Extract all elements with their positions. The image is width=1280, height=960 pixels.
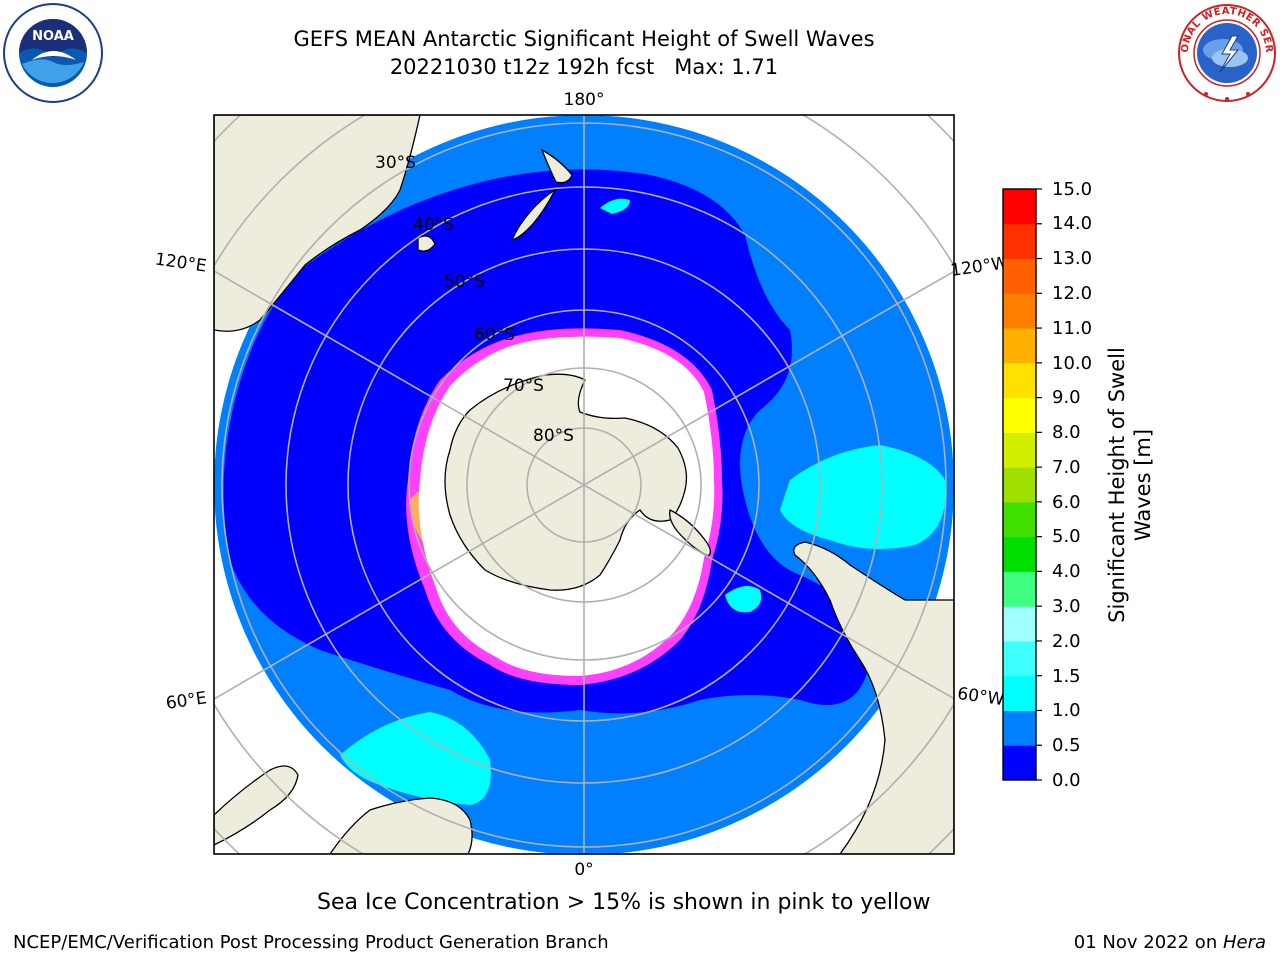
lon-label-0: 0° xyxy=(574,860,593,880)
land-south-america xyxy=(793,541,954,854)
colorbar-segment xyxy=(1003,571,1036,607)
colorbar-tick-11: 9.0 xyxy=(1052,387,1081,408)
lon-label-120e: 120°E xyxy=(154,250,208,277)
chart-subtitle: 20221030 t12z 192h fcst Max: 1.71 xyxy=(389,55,779,79)
lat-label-60s: 60°S xyxy=(474,325,515,345)
colorbar-tick-1: 0.5 xyxy=(1052,735,1081,756)
land-antarctica xyxy=(444,373,688,591)
footer-date: 01 Nov 2022 on Hera xyxy=(1074,932,1266,953)
colorbar-segment xyxy=(1003,536,1036,572)
footer-host: Hera xyxy=(1222,932,1266,953)
colorbar-segment xyxy=(1003,606,1036,642)
colorbar-tick-2: 1.0 xyxy=(1052,700,1081,721)
colorbar-tick-0: 0.0 xyxy=(1052,770,1081,791)
colorbar-segment xyxy=(1003,258,1036,294)
graticule xyxy=(221,115,947,854)
land-new-zealand-north xyxy=(540,148,573,184)
colorbar-tick-3: 1.5 xyxy=(1052,666,1081,687)
chart-title: GEFS MEAN Antarctic Significant Height o… xyxy=(293,27,875,51)
footer-date-text: 01 Nov 2022 on xyxy=(1073,932,1223,953)
colorbar-tick-16: 14.0 xyxy=(1052,213,1093,234)
colorbar-frame xyxy=(1002,188,1037,781)
colorbar-tick-15: 13.0 xyxy=(1052,248,1093,269)
colorbar-tick-14: 12.0 xyxy=(1052,283,1093,304)
colorbar-tick-6: 4.0 xyxy=(1052,561,1081,582)
land-tasmania xyxy=(417,235,436,252)
colorbar-segment xyxy=(1003,397,1036,433)
colorbar-tick-12: 10.0 xyxy=(1052,353,1093,374)
colorbar-tick-8: 6.0 xyxy=(1052,492,1081,513)
colorbar-segment xyxy=(1003,640,1036,677)
colorbar-segment xyxy=(1003,675,1036,711)
colorbar-tick-7: 5.0 xyxy=(1052,526,1081,547)
colorbar-segment xyxy=(1003,501,1036,538)
swell-cyan-patch-north xyxy=(600,198,630,214)
sea-ice-caption: Sea Ice Concentration > 15% is shown in … xyxy=(317,890,931,915)
graticule-outer xyxy=(214,115,954,854)
colorbar-tick-5: 3.0 xyxy=(1052,596,1081,617)
swell-cyan-patch-small xyxy=(725,586,762,613)
lon-label-60e: 60°E xyxy=(165,688,208,713)
colorbar-tick-17: 15.0 xyxy=(1052,179,1093,200)
meridian-60e xyxy=(263,484,585,671)
lat-label-30s: 30°S xyxy=(375,153,416,173)
meridian-60w xyxy=(583,484,905,671)
footer-credit: NCEP/EMC/Verification Post Processing Pr… xyxy=(13,932,609,953)
colorbar-segment xyxy=(1003,745,1036,781)
colorbar-title: Significant Height of Swell Waves [m] xyxy=(1105,347,1155,623)
lon-label-180: 180° xyxy=(564,90,605,110)
colorbar-segment xyxy=(1003,710,1036,746)
lat-label-50s: 50°S xyxy=(444,272,485,292)
nws-logo-icon: NATIONAL WEATHER SERVICE xyxy=(1176,2,1276,102)
noaa-logo-text: NOAA xyxy=(32,29,74,44)
colorbar xyxy=(1002,188,1042,781)
colorbar-segment xyxy=(1003,362,1036,399)
swell-cyan-patch-east xyxy=(780,445,946,549)
colorbar-tick-10: 8.0 xyxy=(1052,422,1081,443)
colorbar-segment xyxy=(1003,189,1036,225)
noaa-logo-icon: NOAA xyxy=(3,3,103,103)
land-south-africa xyxy=(329,797,473,854)
lat-label-80s: 80°S xyxy=(533,426,574,446)
meridian-120w xyxy=(583,299,905,486)
colorbar-tick-13: 11.0 xyxy=(1052,318,1093,339)
lon-label-60w: 60°W xyxy=(956,684,1005,710)
land-australia xyxy=(214,115,421,332)
colorbar-segment xyxy=(1003,432,1036,468)
lat-label-40s: 40°S xyxy=(413,215,454,235)
lat-label-70s: 70°S xyxy=(503,376,544,396)
colorbar-segment xyxy=(1003,467,1036,503)
colorbar-tick-4: 2.0 xyxy=(1052,631,1081,652)
map-frame xyxy=(213,114,955,855)
colorbar-tick-9: 7.0 xyxy=(1052,457,1081,478)
meridian-120e xyxy=(263,299,585,486)
colorbar-segment xyxy=(1003,223,1036,260)
colorbar-segment xyxy=(1003,328,1036,364)
lon-label-120w: 120°W xyxy=(949,253,1009,281)
land-new-zealand-south xyxy=(510,188,557,241)
colorbar-segment xyxy=(1003,293,1036,329)
